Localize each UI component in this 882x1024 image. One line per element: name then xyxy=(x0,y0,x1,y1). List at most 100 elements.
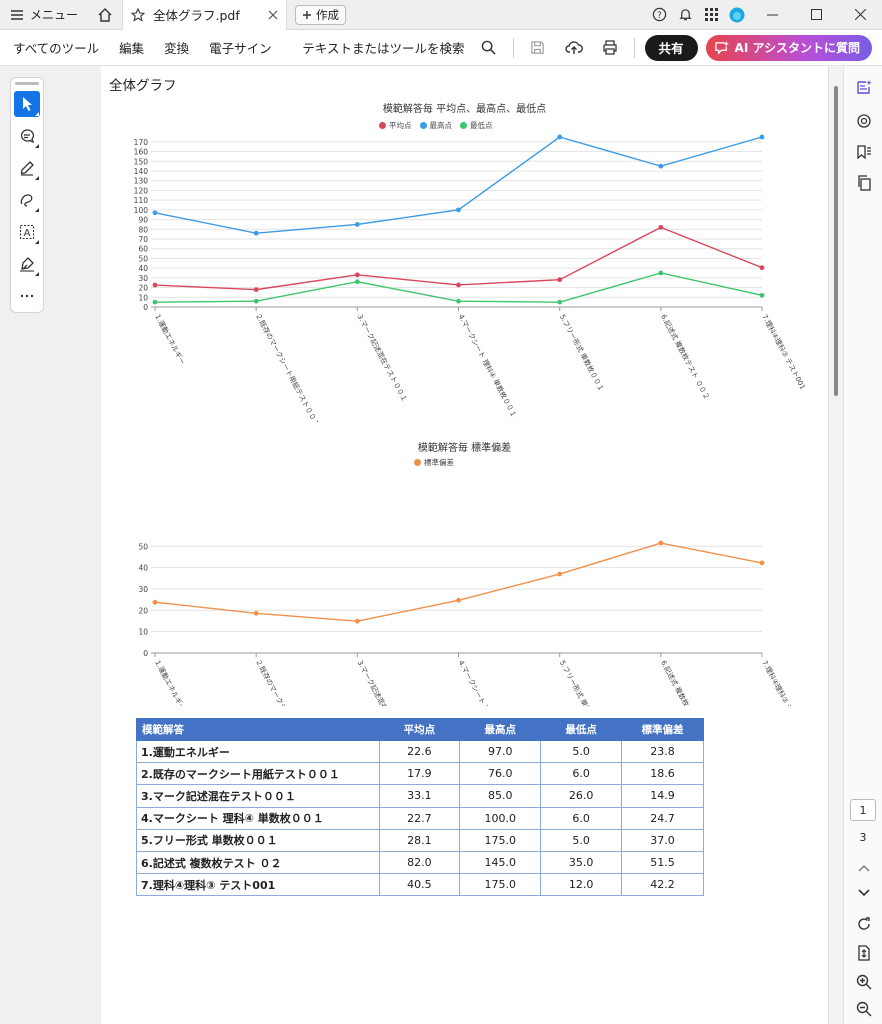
cloud-upload-icon xyxy=(564,41,583,54)
y-tick-label: 30 xyxy=(138,274,148,283)
menu-edit[interactable]: 編集 xyxy=(119,41,145,56)
home-button[interactable] xyxy=(88,0,122,30)
notifications-button[interactable] xyxy=(672,0,698,30)
legend-item-sd[interactable]: 標準偏差 xyxy=(414,457,454,468)
refresh-button[interactable] xyxy=(851,911,877,937)
menu-button[interactable]: メニュー xyxy=(0,0,88,30)
cell-min: 35.0 xyxy=(540,850,623,875)
print-button[interactable] xyxy=(596,34,624,62)
tool-menu-corner xyxy=(35,144,39,148)
draw-tool[interactable] xyxy=(14,187,40,213)
y-tick-label: 30 xyxy=(138,585,148,594)
y-tick-label: 10 xyxy=(138,628,148,637)
legend-label-avg: 平均点 xyxy=(389,121,412,130)
sign-tool[interactable] xyxy=(14,251,40,277)
legend-label-max: 最高点 xyxy=(429,121,453,130)
comments-icon xyxy=(857,114,871,128)
legend-item-min[interactable]: 最低点 xyxy=(460,120,493,131)
x-tick-label: 4.マークシート 理科④ 単数枚００１ xyxy=(457,313,519,419)
star-icon[interactable] xyxy=(131,7,146,22)
account-button[interactable] xyxy=(724,0,750,30)
y-tick-label: 60 xyxy=(138,245,148,254)
legend-item-avg[interactable]: 平均点 xyxy=(379,120,412,131)
page-fit-button[interactable] xyxy=(851,940,877,966)
y-tick-label: 70 xyxy=(138,235,148,244)
minimize-button[interactable] xyxy=(750,0,794,30)
ai-assistant-button[interactable]: AI アシスタントに質問 xyxy=(705,34,872,61)
header-max: 最高点 xyxy=(459,718,542,741)
apps-button[interactable] xyxy=(698,0,724,30)
cell-avg: 28.1 xyxy=(378,828,461,852)
menu-convert[interactable]: 変換 xyxy=(164,41,190,56)
header-avg: 平均点 xyxy=(378,718,461,741)
vertical-scrollbar[interactable] xyxy=(828,66,843,1024)
cell-sd: 23.8 xyxy=(621,739,704,764)
menu-all-tools[interactable]: すべてのツール xyxy=(13,41,100,56)
comment-tool[interactable] xyxy=(14,123,40,149)
chart2-title: 模範解答毎 標準偏差 xyxy=(417,443,512,454)
highlight-tool[interactable] xyxy=(14,155,40,181)
next-page-button[interactable] xyxy=(851,880,877,906)
upload-button[interactable] xyxy=(560,34,588,62)
minimize-icon xyxy=(766,14,778,16)
page-title: 全体グラフ xyxy=(109,78,177,94)
save-icon xyxy=(531,41,544,54)
table-row: 6.記述式 複数枚テスト ０２ 82.0 145.0 35.0 51.5 xyxy=(136,850,704,875)
x-tick-label: 3.マーク記述混在テスト００１ xyxy=(356,659,410,706)
chart2-plot: 0 10 20 30 40 50 1.運動エネルギー 2.既存のマークシート用紙テスト００１ 3… xyxy=(138,540,808,706)
plus-icon xyxy=(303,10,312,19)
cell-max: 175.0 xyxy=(459,873,542,897)
bookmarks-panel-button[interactable] xyxy=(851,139,877,165)
data-point xyxy=(456,207,461,213)
y-tick-label: 90 xyxy=(138,216,148,225)
data-point xyxy=(152,299,158,305)
y-tick-label: 0 xyxy=(143,303,148,312)
ai-panel-button[interactable] xyxy=(851,74,877,100)
cell-avg: 22.7 xyxy=(378,806,461,830)
text-recognition-tool[interactable]: A xyxy=(14,219,40,245)
comments-panel-button[interactable] xyxy=(851,108,877,134)
scroll-thumb[interactable] xyxy=(834,86,838,396)
y-tick-label: 20 xyxy=(138,284,148,293)
help-button[interactable]: ? xyxy=(646,0,672,30)
save-button[interactable] xyxy=(524,34,552,62)
create-button[interactable]: 作成 xyxy=(295,4,347,25)
tool-menu-corner xyxy=(35,208,39,212)
text-box-icon: A xyxy=(19,224,35,240)
data-point xyxy=(557,571,563,577)
chart2-legend: 標準偏差 xyxy=(414,457,454,468)
legend-swatch-max xyxy=(419,122,427,129)
tab-title: 全体グラフ.pdf xyxy=(153,8,240,23)
cell-min: 5.0 xyxy=(540,828,623,852)
maximize-button[interactable] xyxy=(794,0,838,30)
data-point xyxy=(253,610,259,616)
search-tools-label[interactable]: テキストまたはツールを検索 xyxy=(302,41,465,56)
home-icon xyxy=(98,7,112,22)
zoom-out-button[interactable] xyxy=(851,996,877,1022)
y-tick-label: 130 xyxy=(134,177,149,186)
panel-grip[interactable] xyxy=(15,82,39,85)
close-window-button[interactable] xyxy=(838,0,882,30)
x-tick-label: 6.記述式 複数枚テスト ００２ xyxy=(659,659,712,706)
legend-swatch-min xyxy=(460,122,467,129)
header-min: 最低点 xyxy=(540,718,623,741)
select-tool[interactable] xyxy=(14,91,40,117)
menu-e-sign[interactable]: 電子サイン xyxy=(209,41,272,56)
legend-item-max[interactable]: 最高点 xyxy=(419,120,453,131)
close-tab-icon[interactable] xyxy=(268,10,278,20)
pages-panel-button[interactable] xyxy=(851,170,877,196)
search-button[interactable] xyxy=(475,34,503,62)
current-page-input[interactable]: 1 xyxy=(850,799,876,821)
apps-grid-icon xyxy=(704,8,718,21)
share-button[interactable]: 共有 xyxy=(644,34,698,61)
document-tab[interactable]: 全体グラフ.pdf xyxy=(122,0,288,30)
table-header-row: 模範解答 平均点 最高点 最低点 標準偏差 xyxy=(136,718,704,741)
more-tools-button[interactable] xyxy=(14,283,40,309)
previous-page-button[interactable] xyxy=(851,855,877,881)
cell-max: 100.0 xyxy=(459,806,542,830)
data-point xyxy=(456,298,461,304)
data-point xyxy=(759,292,765,298)
cell-answer: 3.マーク記述混在テスト００１ xyxy=(136,784,380,808)
zoom-in-button[interactable] xyxy=(851,969,877,995)
bell-icon xyxy=(678,9,692,21)
